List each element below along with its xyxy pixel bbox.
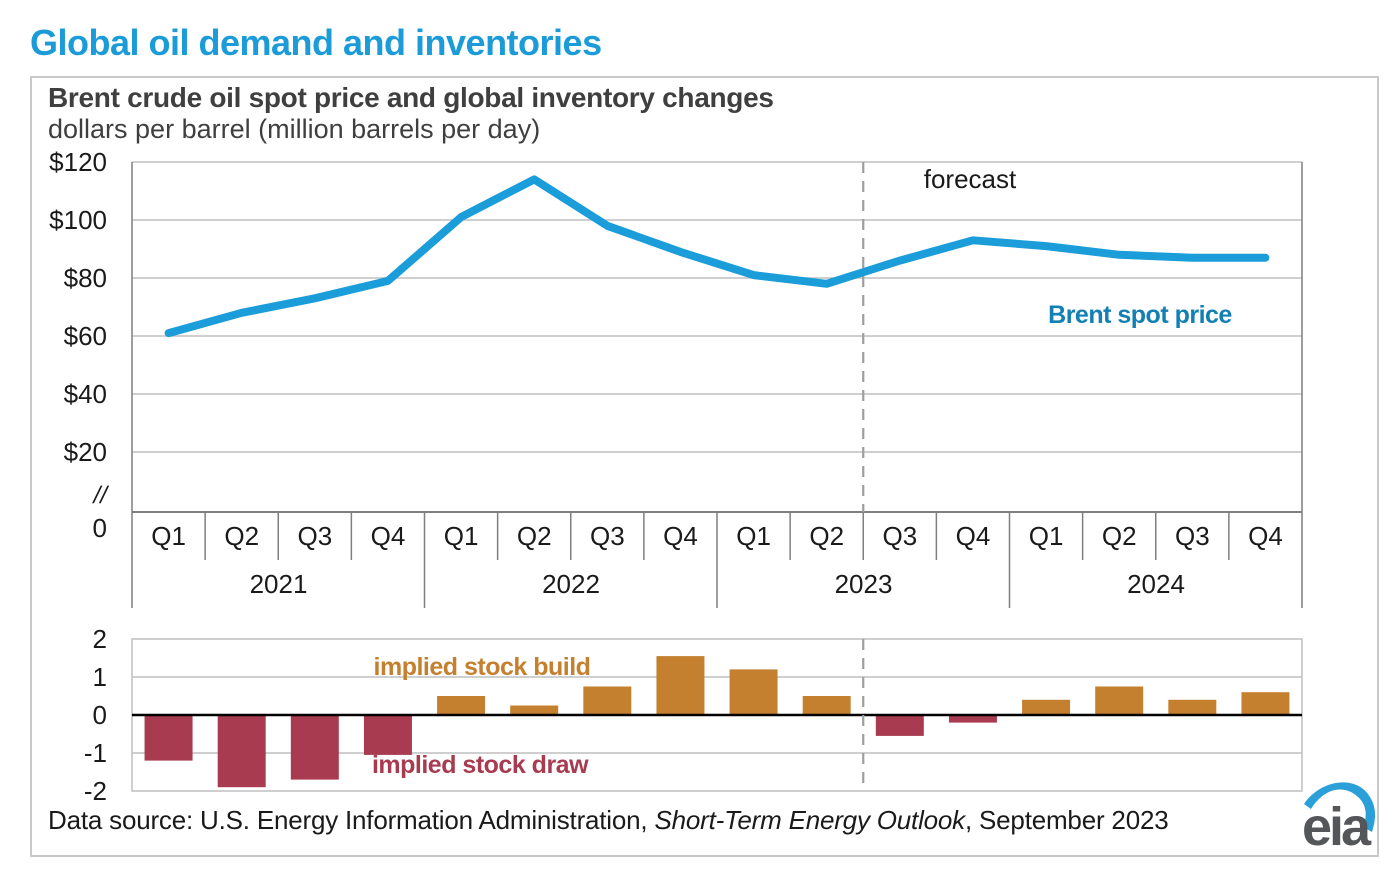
quarter-label: Q1 — [736, 521, 771, 551]
bar-2021-Q3 — [290, 715, 339, 780]
bar-2024-Q3 — [1168, 699, 1217, 715]
year-label: 2024 — [1127, 569, 1185, 599]
bar-2022-Q1 — [437, 696, 486, 715]
bar-2021-Q1 — [144, 715, 193, 761]
quarter-label: Q3 — [589, 521, 625, 551]
eia-logo-swoosh-icon — [1304, 782, 1376, 832]
source-publication: Short-Term Energy Outlook — [654, 805, 965, 835]
quarter-label: Q2 — [516, 521, 552, 551]
bar-2024-Q2 — [1095, 686, 1144, 715]
chart-title: Brent crude oil spot price and global in… — [48, 82, 774, 113]
bar-2023-Q2 — [802, 696, 851, 715]
year-label: 2021 — [249, 569, 308, 599]
bar-2022-Q2 — [510, 705, 559, 715]
price-tick-label: $80 — [63, 263, 107, 293]
quarter-label: Q2 — [1101, 521, 1137, 551]
quarter-label: Q4 — [1248, 521, 1283, 551]
price-tick-label: $40 — [63, 379, 107, 409]
price-axis-zero-label: 0 — [92, 513, 107, 543]
brent-price-line — [164, 175, 1270, 338]
bar-2021-Q2 — [217, 715, 266, 788]
bar-2022-Q4 — [656, 656, 705, 715]
price-tick-label: $60 — [63, 321, 107, 351]
quarter-label: Q1 — [443, 521, 479, 551]
year-label: 2022 — [542, 569, 600, 599]
stock-build-label: implied stock build — [373, 653, 591, 681]
inventory-tick-label: 2 — [92, 624, 107, 654]
axis-break-mark: // — [90, 482, 110, 509]
bar-2024-Q1 — [1022, 699, 1071, 715]
bar-2021-Q4 — [363, 715, 412, 755]
quarter-label: Q3 — [1174, 521, 1210, 551]
bar-2022-Q3 — [583, 686, 632, 715]
forecast-label: forecast — [923, 164, 1017, 194]
quarter-label: Q3 — [297, 521, 333, 551]
price-tick-label: $100 — [49, 205, 107, 235]
quarter-label: Q4 — [955, 521, 991, 551]
year-label: 2023 — [834, 569, 893, 599]
quarter-label: Q4 — [663, 521, 698, 551]
bar-2023-Q1 — [729, 669, 778, 715]
quarter-label: Q3 — [882, 521, 918, 551]
stock-draw-label: implied stock draw — [371, 751, 589, 779]
quarter-label: Q1 — [1028, 521, 1064, 551]
bar-2024-Q4 — [1241, 692, 1290, 715]
bar-2023-Q3 — [875, 715, 924, 736]
source-date: , September 2023 — [964, 805, 1169, 835]
data-source: Data source: U.S. Energy Information Adm… — [48, 805, 1169, 836]
eia-logo: eia — [1298, 778, 1378, 856]
page-title: Global oil demand and inventories — [30, 22, 602, 63]
price-tick-label: $20 — [63, 437, 107, 467]
price-tick-label: $120 — [49, 147, 107, 177]
quarter-label: Q2 — [224, 521, 260, 551]
eia-logo-text: eia — [1302, 797, 1371, 857]
quarter-label: Q4 — [370, 521, 406, 551]
brent-spot-price-label: Brent spot price — [1048, 301, 1232, 329]
chart-subtitle: dollars per barrel (million barrels per … — [48, 114, 541, 144]
quarter-label: Q2 — [809, 521, 845, 551]
source-text: Data source: U.S. Energy Information Adm… — [48, 805, 655, 835]
inventory-tick-label: -1 — [83, 738, 107, 768]
inventory-tick-label: 0 — [92, 700, 107, 730]
bar-2023-Q4 — [948, 715, 997, 723]
inventory-tick-label: -2 — [83, 776, 107, 806]
inventory-tick-label: 1 — [92, 662, 107, 692]
quarter-label: Q1 — [151, 521, 186, 551]
